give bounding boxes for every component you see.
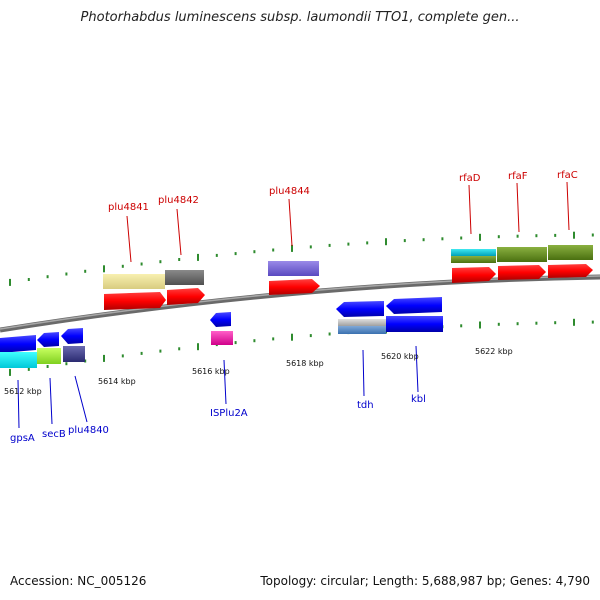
- feature-rfaC-annotation[interactable]: [548, 245, 593, 260]
- feature-plu4840-annotation[interactable]: [63, 346, 85, 362]
- tick-label-5620: 5620 kbp: [381, 352, 419, 361]
- leader-plu4841: [126, 215, 132, 263]
- leader-rfaF: [516, 182, 520, 233]
- leader-ISPlu2A: [223, 359, 227, 405]
- feature-track-bottom-annotation: [0, 316, 443, 368]
- gene-label-ISPlu2A[interactable]: ISPlu2A: [210, 408, 248, 419]
- tick-label-5614: 5614 kbp: [98, 377, 136, 386]
- gene-label-plu4841[interactable]: plu4841: [108, 202, 149, 213]
- feature-plu4841-annotation[interactable]: [103, 274, 165, 289]
- gene-plu4841-arrow[interactable]: [104, 292, 166, 310]
- gene-gpsA-arrow[interactable]: [0, 335, 36, 353]
- feature-tdh-annotation-b[interactable]: [338, 326, 386, 334]
- leader-tdh: [362, 349, 365, 397]
- gene-tdh-arrow[interactable]: [336, 301, 384, 317]
- tick-label-5618: 5618 kbp: [286, 359, 324, 368]
- feature-rfaD-annotation-a[interactable]: [451, 249, 496, 256]
- label-leaders: [17, 181, 570, 429]
- gene-label-plu4842[interactable]: plu4842: [158, 195, 199, 206]
- leader-kbl: [415, 345, 419, 393]
- coordinate-labels: 5612 kbp 5614 kbp 5616 kbp 5618 kbp 5620…: [4, 347, 513, 396]
- feature-plu4842-annotation[interactable]: [165, 270, 204, 285]
- feature-kbl-annotation[interactable]: [386, 316, 443, 332]
- leader-plu4844: [288, 198, 293, 247]
- feature-ISPlu2A-annotation[interactable]: [211, 331, 233, 345]
- gene-label-rfaD[interactable]: rfaD: [459, 173, 481, 184]
- feature-rfaF-annotation[interactable]: [497, 247, 547, 262]
- leader-rfaD: [468, 184, 472, 235]
- gene-label-tdh[interactable]: tdh: [357, 400, 374, 411]
- feature-rfaD-annotation-b[interactable]: [451, 256, 496, 263]
- feature-plu4844-annotation[interactable]: [268, 261, 319, 276]
- feature-tdh-annotation-a[interactable]: [338, 319, 386, 326]
- map-title: Photorhabdus luminescens subsp. laumondi…: [80, 10, 520, 25]
- leader-rfaC: [566, 181, 570, 231]
- gene-label-plu4844[interactable]: plu4844: [269, 186, 310, 197]
- gene-rfaC-arrow[interactable]: [548, 264, 593, 278]
- gene-label-rfaC[interactable]: rfaC: [557, 170, 578, 181]
- gene-secB-arrow[interactable]: [37, 332, 59, 347]
- gene-kbl-arrow[interactable]: [386, 297, 442, 314]
- footer-stats: Topology: circular; Length: 5,688,987 bp…: [260, 574, 590, 588]
- gene-label-gpsA[interactable]: gpsA: [10, 433, 35, 444]
- gene-label-secB[interactable]: secB: [42, 429, 66, 440]
- gene-rfaD-arrow[interactable]: [452, 267, 496, 283]
- tick-label-5622: 5622 kbp: [475, 347, 513, 356]
- leader-plu4840: [74, 375, 88, 423]
- gene-label-kbl[interactable]: kbl: [411, 394, 426, 405]
- gene-label-rfaF[interactable]: rfaF: [508, 171, 528, 182]
- tick-label-5616: 5616 kbp: [192, 367, 230, 376]
- footer-accession: Accession: NC_005126: [10, 574, 147, 588]
- tick-ring-outer: [9, 231, 594, 286]
- gene-ISPlu2A-arrow[interactable]: [210, 312, 231, 327]
- feature-gpsA-annotation[interactable]: [0, 352, 37, 368]
- gene-plu4842-arrow[interactable]: [167, 288, 205, 305]
- leader-gpsA: [17, 379, 20, 429]
- leader-plu4842: [176, 208, 182, 256]
- feature-secB-annotation[interactable]: [37, 348, 61, 364]
- gene-labels: plu4841 plu4842 plu4844 rfaD rfaF rfaC g…: [10, 170, 578, 444]
- gene-rfaF-arrow[interactable]: [498, 265, 546, 280]
- gene-plu4844-arrow[interactable]: [269, 279, 320, 295]
- gene-track-reverse: [0, 297, 442, 353]
- gene-plu4840-arrow[interactable]: [61, 328, 83, 344]
- tick-label-5612: 5612 kbp: [4, 387, 42, 396]
- gene-track-forward: [104, 264, 593, 310]
- leader-secB: [49, 377, 53, 425]
- gene-label-plu4840[interactable]: plu4840: [68, 425, 109, 436]
- feature-track-top-annotation: [103, 245, 593, 289]
